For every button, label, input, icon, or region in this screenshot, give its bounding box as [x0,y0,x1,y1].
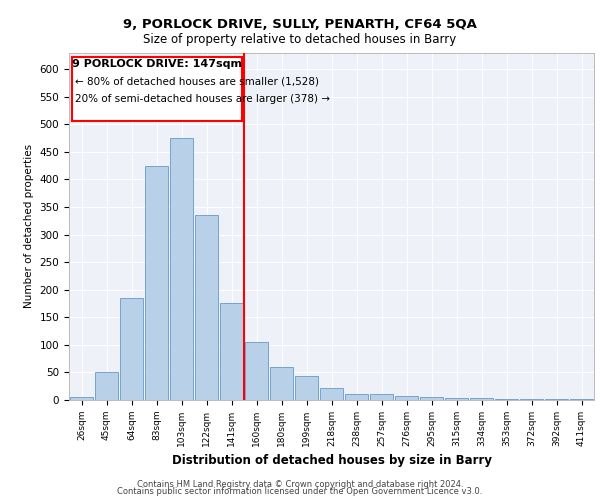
Bar [345,394,368,400]
Bar [195,215,218,400]
Bar [70,397,93,400]
Y-axis label: Number of detached properties: Number of detached properties [24,144,34,308]
Bar [295,376,318,400]
Text: Contains public sector information licensed under the Open Government Licence v3: Contains public sector information licen… [118,487,482,496]
Text: 9, PORLOCK DRIVE, SULLY, PENARTH, CF64 5QA: 9, PORLOCK DRIVE, SULLY, PENARTH, CF64 5… [123,18,477,30]
Bar [245,342,268,400]
Bar [445,398,468,400]
Bar [370,394,393,400]
Text: ← 80% of detached houses are smaller (1,528): ← 80% of detached houses are smaller (1,… [75,76,319,86]
Bar [570,399,593,400]
Text: 20% of semi-detached houses are larger (378) →: 20% of semi-detached houses are larger (… [75,94,330,104]
Text: 9 PORLOCK DRIVE: 147sqm: 9 PORLOCK DRIVE: 147sqm [71,58,241,68]
Bar [395,396,418,400]
Bar [545,399,568,400]
Bar [470,398,493,400]
Bar [420,397,443,400]
FancyBboxPatch shape [71,57,241,122]
Bar [95,372,118,400]
Bar [170,138,193,400]
X-axis label: Distribution of detached houses by size in Barry: Distribution of detached houses by size … [172,454,491,468]
Bar [220,304,243,400]
Bar [320,388,343,400]
Bar [270,367,293,400]
Bar [145,166,168,400]
Bar [495,399,518,400]
Text: Size of property relative to detached houses in Barry: Size of property relative to detached ho… [143,32,457,46]
Bar [120,298,143,400]
Text: Contains HM Land Registry data © Crown copyright and database right 2024.: Contains HM Land Registry data © Crown c… [137,480,463,489]
